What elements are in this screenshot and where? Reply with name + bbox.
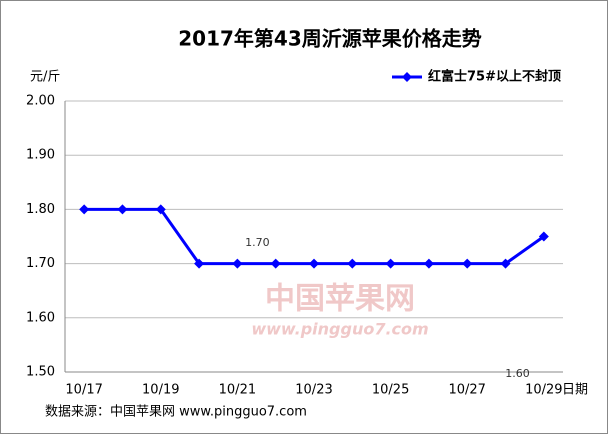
marker [309, 258, 319, 269]
annotation: 1.60 [505, 367, 530, 380]
x-tick-label: 10/17 [65, 383, 102, 398]
marker [538, 231, 549, 242]
x-tick-label: 10/19 [142, 383, 179, 398]
watermark: 中国苹果网 [265, 282, 415, 317]
y-axis-label: 元/斤 [30, 70, 60, 85]
x-tick-label: 10/23 [295, 383, 332, 398]
marker [79, 204, 90, 215]
x-tick-label: 10/21 [219, 383, 256, 398]
marker [232, 258, 243, 269]
chart-title: 2017年第43周沂源苹果价格走势 [178, 27, 482, 51]
marker [155, 204, 166, 215]
x-tick-label: 10/29 [525, 383, 562, 398]
source: 数据来源：中国苹果网 www.pingguo7.com [45, 405, 307, 420]
marker [347, 258, 358, 269]
marker [462, 258, 473, 269]
legend-label: 红富士75#以上不封顶 [428, 69, 561, 85]
watermark: www.pingguo7.com [251, 320, 428, 339]
y-tick-label: 2.00 [26, 94, 55, 109]
marker [270, 258, 281, 269]
x-axis-label: 日期 [562, 383, 588, 398]
y-tick-label: 1.50 [26, 365, 55, 380]
y-tick-label: 1.60 [26, 310, 55, 325]
annotation: 1.70 [245, 236, 270, 249]
marker [423, 258, 434, 269]
x-tick-label: 10/27 [448, 383, 485, 398]
y-tick-label: 1.80 [26, 202, 55, 217]
y-tick-label: 1.90 [26, 148, 55, 163]
marker [500, 258, 511, 269]
marker [385, 258, 396, 269]
x-tick-label: 10/25 [372, 383, 409, 398]
marker [194, 258, 205, 269]
legend-marker [402, 72, 412, 82]
y-tick-label: 1.70 [26, 256, 55, 271]
marker [117, 204, 128, 215]
